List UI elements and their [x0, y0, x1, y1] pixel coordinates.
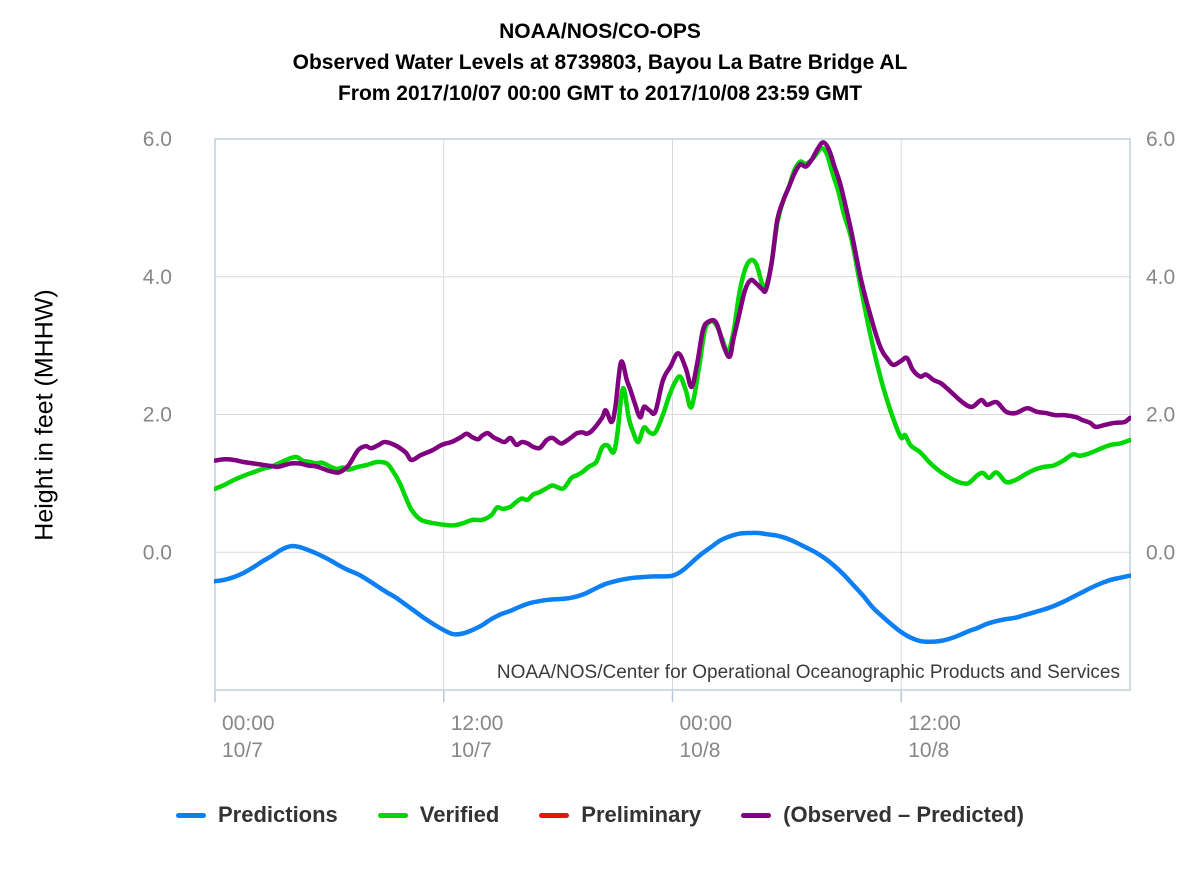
y-axis-labels: 0.0 0.0 2.0 2.0 4.0 4.0 6.0 6.0 — [143, 128, 1175, 564]
x-tick-time: 00:00 — [222, 712, 275, 735]
gridlines — [214, 138, 1131, 690]
chart-title-line3: From 2017/10/07 00:00 GMT to 2017/10/08 … — [337, 82, 863, 105]
legend-item-predictions: Predictions — [175, 802, 338, 828]
x-axis-labels: 00:00 10/7 12:00 10/7 00:00 10/8 12:00 10/8 — [222, 712, 961, 762]
plot-frame — [214, 138, 1131, 691]
x-tick-date: 10/8 — [680, 739, 721, 762]
legend-label-observed-predicted: (Observed – Predicted) — [783, 802, 1024, 827]
chart-title-line1: NOAA/NOS/CO-OPS — [499, 20, 701, 43]
chart-legend: Predictions Verified Preliminary (Observed … — [0, 797, 1200, 833]
x-tick-time: 12:00 — [908, 712, 961, 735]
series-line-verified — [214, 145, 1131, 528]
legend-label-predictions: Predictions — [217, 802, 338, 827]
legend-swatch-verified — [377, 812, 408, 818]
x-tick-date: 10/7 — [222, 739, 263, 762]
x-tick-time: 00:00 — [680, 712, 733, 735]
series-curves — [214, 140, 1131, 645]
y-tick-right: 6.0 — [1146, 128, 1175, 151]
y-tick-left: 2.0 — [143, 404, 172, 427]
legend-item-observed-predicted: (Observed – Predicted) — [741, 802, 1024, 828]
legend-label-verified: Verified — [419, 802, 500, 827]
legend-item-preliminary: Preliminary — [539, 802, 701, 828]
y-tick-left: 4.0 — [143, 266, 172, 289]
chart-title-line2: Observed Water Levels at 8739803, Bayou … — [292, 51, 908, 74]
x-tick-date: 10/8 — [908, 739, 949, 762]
watermark-text: NOAA/NOS/Center for Operational Oceanogr… — [496, 662, 1120, 683]
y-tick-right: 0.0 — [1146, 541, 1175, 564]
x-tick-time: 12:00 — [451, 712, 504, 735]
chart-title: NOAA/NOS/CO-OPS Observed Water Levels at… — [0, 16, 1200, 109]
legend-label-preliminary: Preliminary — [581, 802, 702, 827]
legend-swatch-preliminary — [539, 812, 570, 818]
legend-item-verified: Verified — [377, 802, 500, 828]
x-tick-date: 10/7 — [451, 739, 492, 762]
series-line-observed-predicted — [214, 140, 1131, 475]
legend-swatch-predictions — [175, 812, 206, 818]
legend-swatch-observed-predicted — [741, 812, 772, 818]
series-line-predictions — [214, 530, 1131, 645]
y-tick-left: 0.0 — [143, 541, 172, 564]
y-tick-right: 4.0 — [1146, 266, 1175, 289]
y-tick-right: 2.0 — [1146, 404, 1175, 427]
y-tick-left: 6.0 — [143, 128, 172, 151]
x-axis-ticks — [214, 691, 902, 702]
